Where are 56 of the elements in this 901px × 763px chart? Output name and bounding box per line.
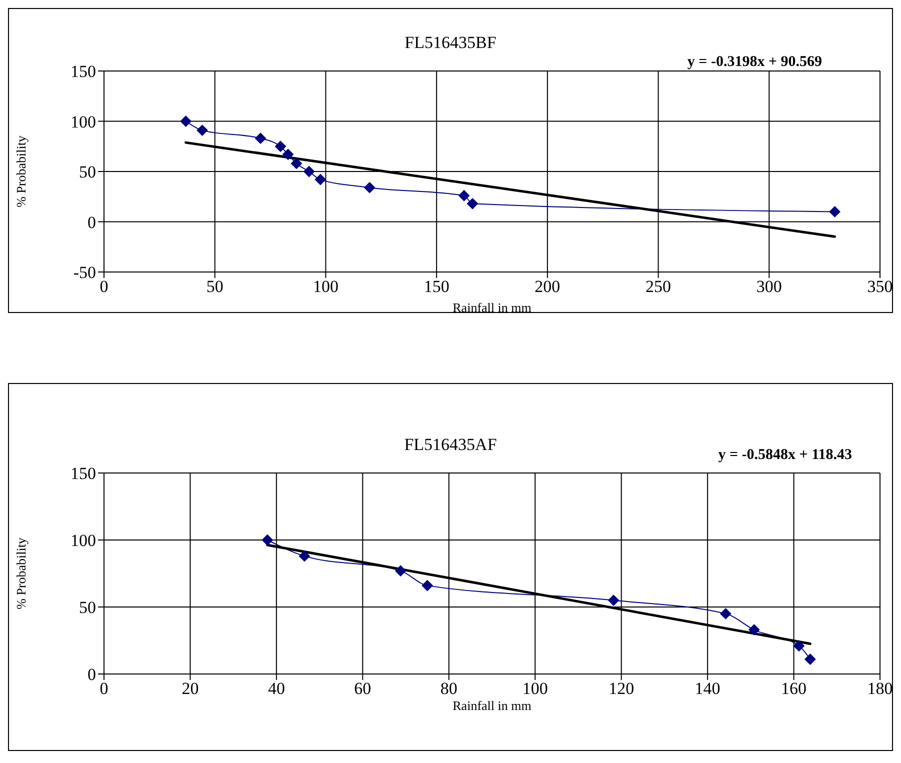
chart-title: FL516435BF xyxy=(404,33,498,53)
point xyxy=(290,158,302,169)
point xyxy=(262,534,273,546)
x-tick-label: 0 xyxy=(100,277,108,296)
point xyxy=(422,580,433,592)
point xyxy=(298,550,310,562)
x-tick-label: 200 xyxy=(534,277,560,296)
point xyxy=(196,124,208,136)
point xyxy=(282,148,294,160)
y-tick-label: 50 xyxy=(79,598,96,618)
point xyxy=(274,140,286,152)
point xyxy=(364,182,376,194)
point xyxy=(395,565,406,576)
x-axis-title: Rainfall in mm xyxy=(452,698,532,713)
point xyxy=(314,174,326,186)
y-tick-label: -50 xyxy=(73,263,96,282)
y-tick-label: 150 xyxy=(70,464,96,484)
x-tick-label: 180 xyxy=(867,679,893,698)
chart-title: FL516435AF xyxy=(404,435,497,454)
text: y = -0.5848x + 118.43 xyxy=(718,447,852,464)
x-tick-label: 140 xyxy=(694,679,720,698)
x-tick-label: 20 xyxy=(182,679,199,698)
x-tick-label: 120 xyxy=(608,679,634,698)
point xyxy=(458,190,470,202)
x-tick-label: 100 xyxy=(312,277,338,296)
x-tick-label: 350 xyxy=(867,277,893,296)
text: y = -0.3198x + 90.569 xyxy=(687,54,822,71)
x-tick-label: 50 xyxy=(206,277,224,296)
x-tick-label: 100 xyxy=(522,679,548,698)
point xyxy=(829,206,840,218)
point xyxy=(748,624,760,636)
point xyxy=(720,608,732,620)
y-tick-label: 100 xyxy=(70,531,96,550)
point xyxy=(608,594,620,606)
x-tick-label: 300 xyxy=(756,277,782,296)
y-tick-label: 0 xyxy=(88,212,96,232)
point xyxy=(793,640,804,652)
y-tick-label: 50 xyxy=(79,162,96,182)
x-tick-label: 150 xyxy=(424,277,450,296)
y-tick-label: 100 xyxy=(70,112,96,132)
y-axis-title: % Probability xyxy=(14,537,29,610)
point xyxy=(180,116,192,127)
point xyxy=(804,654,816,665)
x-tick-label: 40 xyxy=(268,679,285,698)
point xyxy=(255,132,266,144)
x-tick-label: 60 xyxy=(354,679,372,698)
x-tick-label: 80 xyxy=(440,679,458,698)
point xyxy=(466,198,478,210)
y-axis-title: % Probability xyxy=(14,135,29,208)
y-tick-label: 0 xyxy=(88,665,96,684)
x-tick-label: 250 xyxy=(646,277,672,296)
x-axis-title: Rainfall in mm xyxy=(452,300,532,315)
y-tick-label: 150 xyxy=(70,62,96,82)
x-tick-label: 0 xyxy=(100,679,108,698)
point xyxy=(304,166,315,177)
x-tick-label: 160 xyxy=(781,679,807,698)
